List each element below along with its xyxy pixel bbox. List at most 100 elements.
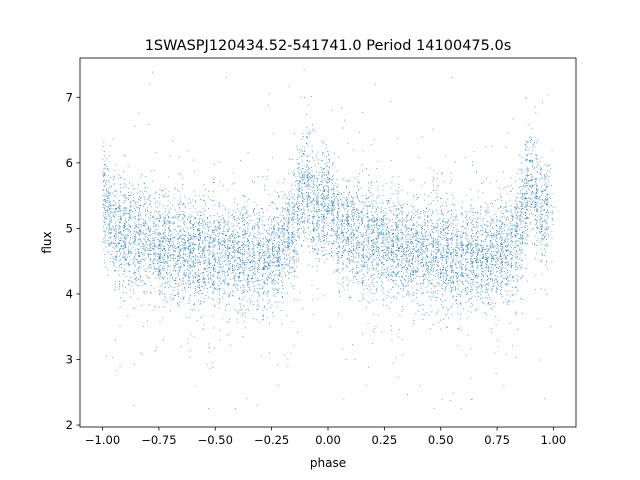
data-point [129, 216, 130, 218]
data-point [140, 239, 141, 241]
data-point [124, 242, 126, 244]
data-point [462, 282, 464, 284]
data-point [306, 159, 308, 161]
data-point [492, 246, 494, 248]
data-point [358, 181, 359, 183]
data-point [492, 256, 494, 258]
data-point [410, 217, 412, 218]
data-point [258, 228, 260, 229]
data-point [125, 218, 127, 219]
data-point [352, 277, 354, 279]
data-point [312, 245, 314, 247]
data-point [460, 266, 462, 268]
data-point [247, 276, 249, 278]
data-point [264, 229, 266, 231]
data-point [438, 241, 440, 243]
data-point [104, 224, 106, 226]
data-point [111, 204, 113, 206]
data-point [526, 167, 528, 169]
data-point [408, 254, 410, 256]
data-point [147, 210, 149, 212]
data-point [375, 220, 377, 221]
data-point [472, 230, 474, 231]
data-point [293, 174, 295, 176]
data-point [423, 241, 425, 243]
data-point [192, 266, 194, 267]
data-point [164, 296, 166, 298]
data-point [159, 293, 161, 295]
data-point [296, 188, 298, 190]
data-point [103, 204, 105, 206]
data-point [426, 261, 428, 263]
data-point [496, 280, 498, 282]
data-point [425, 233, 426, 235]
data-point [227, 211, 229, 213]
data-point [296, 240, 297, 241]
data-point [111, 226, 113, 228]
data-point [258, 221, 260, 223]
data-point [148, 253, 150, 255]
data-point [234, 219, 236, 220]
data-point [431, 250, 432, 252]
data-point [484, 239, 486, 240]
data-point [221, 219, 223, 221]
data-point [241, 264, 243, 265]
data-point [493, 233, 495, 235]
data-point [407, 290, 408, 292]
data-point [160, 265, 161, 266]
data-point [353, 282, 355, 284]
data-point [189, 356, 191, 358]
data-point [499, 270, 501, 271]
data-point [189, 257, 190, 259]
data-point [532, 201, 534, 202]
data-point [182, 282, 183, 284]
data-point [121, 219, 123, 221]
data-point [428, 314, 430, 316]
data-point [472, 248, 473, 249]
data-point [333, 203, 335, 205]
data-point [209, 261, 210, 262]
data-point [400, 229, 402, 230]
data-point [276, 250, 278, 252]
data-point [120, 297, 121, 299]
data-point [457, 247, 459, 248]
data-point [517, 281, 518, 282]
data-point [263, 280, 265, 282]
data-point [396, 235, 398, 236]
data-point [319, 171, 321, 173]
data-point [316, 224, 317, 226]
data-point [465, 248, 467, 250]
data-point [123, 223, 125, 225]
data-point [232, 247, 234, 248]
data-point [422, 292, 424, 293]
data-point [125, 287, 126, 289]
data-point [130, 231, 132, 233]
data-point [410, 255, 412, 257]
data-point [133, 242, 134, 244]
data-point [317, 236, 319, 238]
data-point [432, 226, 434, 228]
data-point [516, 217, 518, 219]
data-point [446, 270, 448, 272]
data-point [163, 223, 165, 225]
data-point [142, 232, 144, 234]
data-point [543, 190, 545, 192]
data-point [288, 241, 290, 243]
data-point [253, 257, 255, 259]
data-point [442, 269, 444, 271]
data-point [378, 225, 380, 226]
data-point [435, 256, 437, 258]
data-point [466, 249, 468, 251]
data-point [204, 268, 206, 270]
data-point [354, 211, 356, 212]
data-point [124, 256, 125, 258]
data-point [442, 275, 444, 277]
data-point [383, 232, 385, 233]
data-point [252, 253, 254, 255]
data-point [304, 183, 306, 185]
data-point [228, 216, 229, 218]
data-point [381, 262, 383, 264]
data-point [202, 253, 204, 255]
data-point [243, 207, 244, 208]
data-point [447, 309, 449, 310]
